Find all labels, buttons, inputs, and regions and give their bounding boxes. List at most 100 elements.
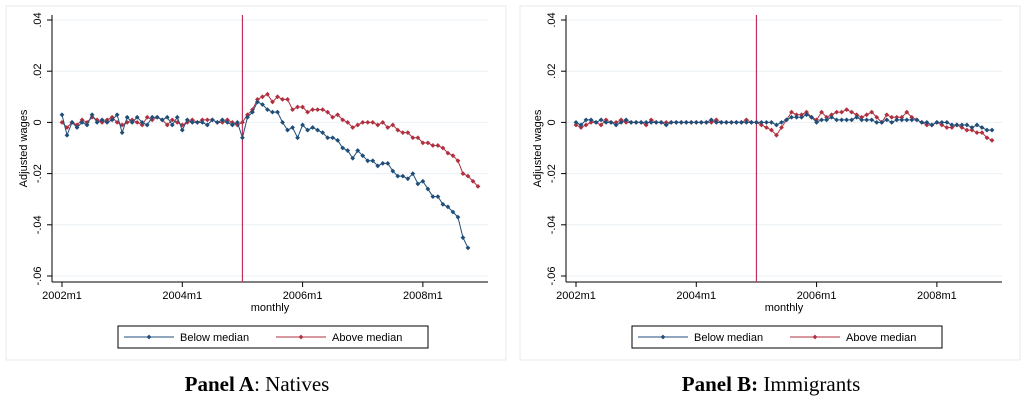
panel-a-below-median-point xyxy=(395,173,401,179)
panel-a-above-median-point xyxy=(390,122,396,128)
panel-a-above-median-point xyxy=(375,122,381,128)
panel-b-above-median-point xyxy=(899,114,905,120)
panel-b-above-median-point xyxy=(939,122,945,128)
panel-b-below-median-point xyxy=(804,112,809,118)
panel-b-below-median-point xyxy=(749,120,754,125)
panel-a-below-median-point xyxy=(164,114,170,120)
panel-a-above-median-point xyxy=(230,120,235,125)
panel-b-above-median-point xyxy=(924,122,930,128)
panel-a-below-median-point xyxy=(154,114,160,120)
panel-b-x-tick-label: 2008m1 xyxy=(917,290,957,302)
panel-b-below-median-point xyxy=(593,120,599,125)
panel-b-below-median-point xyxy=(854,114,860,120)
panel-a-above-median-point xyxy=(219,120,225,125)
panel-a-below-median-point xyxy=(375,163,381,169)
panel-b-above-median-point xyxy=(839,109,845,115)
panel-b-y-axis-title: Adjusted wages xyxy=(532,109,544,187)
panel-b-below-median-point xyxy=(809,114,814,120)
panel-b-below-median-point xyxy=(919,120,925,125)
panel-b-above-median-point xyxy=(618,117,624,123)
panel-b-below-median-point xyxy=(759,120,764,125)
panel-a-above-median-point xyxy=(310,107,316,112)
panel-a-above-median-point xyxy=(430,143,436,148)
panel-b-below-median-point xyxy=(688,120,694,125)
panel-a-below-median-point xyxy=(435,194,441,200)
panel-b-below-median-point xyxy=(884,117,890,123)
panel-a-above-median-point xyxy=(395,127,401,133)
panel-a-above-median-point xyxy=(290,107,295,112)
panel-a-above-median-point xyxy=(445,150,451,156)
panel-a-above-median-point xyxy=(74,122,80,128)
panel-b-above-median-point xyxy=(979,130,985,136)
panel-a-above-median-point xyxy=(305,109,310,115)
panel-b-legend-below-median-label: Below median xyxy=(694,332,763,344)
panel-a-above-median-point xyxy=(475,184,481,189)
panel-b-below-median-point xyxy=(738,120,744,125)
panel-a-below-median-point xyxy=(380,160,386,166)
panel-b-above-median-point xyxy=(643,122,649,128)
panel-a-below-median-point xyxy=(260,102,265,107)
panel-b-above-median-point xyxy=(774,132,779,138)
panel-a-below-median-point xyxy=(325,135,331,141)
panel-a-below-median-point xyxy=(365,158,371,164)
panel-b-y-tick-label: .04 xyxy=(546,12,558,27)
panel-b-below-median-point xyxy=(954,122,960,128)
panel-b-legend: Below median Above median xyxy=(631,325,943,349)
panel-b-y-tick-label: .02 xyxy=(546,64,558,79)
panel-a-above-median-point xyxy=(99,120,105,125)
panel-a-below-median-point xyxy=(159,117,165,123)
panel-b-above-median-point xyxy=(949,125,955,130)
panel-b-above-median-point xyxy=(794,112,799,118)
panel-b-above-median-point xyxy=(844,107,850,112)
panel-b-below-median-point xyxy=(989,127,995,133)
panel-b-above-median-point xyxy=(894,114,900,120)
panel-a-below-median-point xyxy=(355,148,361,153)
panel-a-above-median-point xyxy=(450,153,456,159)
panel-b-x-axis-title: monthly xyxy=(765,302,804,314)
panel-a-below-median-point xyxy=(69,120,75,125)
panel-b-legend-above-median-marker xyxy=(812,334,818,340)
panel-a-above-median-point xyxy=(460,171,466,176)
panel-a-below-median-point xyxy=(189,120,195,125)
panel-b-below-median-point xyxy=(944,120,950,125)
panel-a-above-median-point xyxy=(189,117,195,123)
panel-b-below-median-point xyxy=(633,120,639,125)
panel-a-above-median-point xyxy=(360,120,366,125)
panel-a-above-median-point xyxy=(59,120,65,125)
panel-a-below-median-point xyxy=(109,117,115,123)
panel-b-above-median-point xyxy=(613,120,619,125)
panel-a-below-median-point xyxy=(405,176,411,182)
panel-a-above-median-point xyxy=(415,135,421,141)
panel-b-below-median-point xyxy=(789,114,794,120)
panel-a-above-median-point xyxy=(134,120,140,125)
panel-a-below-median-point xyxy=(445,204,451,210)
panel-a-above-median-point xyxy=(280,96,285,102)
panel-a-above-median-point xyxy=(124,120,130,125)
panel-a-below-median-point xyxy=(240,135,245,141)
panel-b-above-median-point xyxy=(984,135,990,141)
panel-b-above-median-point xyxy=(744,117,749,123)
panel-b-below-median-point xyxy=(733,120,739,125)
panel-a-below-median-point xyxy=(144,122,150,128)
panel-b-above-median-point xyxy=(603,117,609,123)
panel-b-above-median-point xyxy=(759,122,764,128)
panel-a-caption-label: Panel A xyxy=(184,372,255,396)
panel-a-below-median-point xyxy=(275,109,280,115)
panel-b-below-median-point xyxy=(623,117,629,123)
panel-a-below-median-point xyxy=(420,178,426,184)
panel-b-x-tick-label: 2002m1 xyxy=(556,290,596,302)
panel-b-above-median-point xyxy=(598,122,604,128)
panel-a-above-median-point xyxy=(325,109,331,115)
panel-b-below-median-point xyxy=(834,117,840,123)
panel-a-above-median-point xyxy=(380,120,386,125)
panel-a-below-median-point xyxy=(280,120,285,125)
panel-b-above-median-point xyxy=(834,109,840,115)
panel-a-below-median-point xyxy=(245,114,250,120)
panel-a-below-median-point xyxy=(400,173,406,179)
panel-a-above-median-point xyxy=(405,130,411,136)
panel-a-above-median-point xyxy=(144,114,150,120)
panel-a-above-median-point xyxy=(199,117,205,123)
panel-b-above-median-point xyxy=(764,125,769,130)
panel-b-below-median-point xyxy=(603,120,609,125)
